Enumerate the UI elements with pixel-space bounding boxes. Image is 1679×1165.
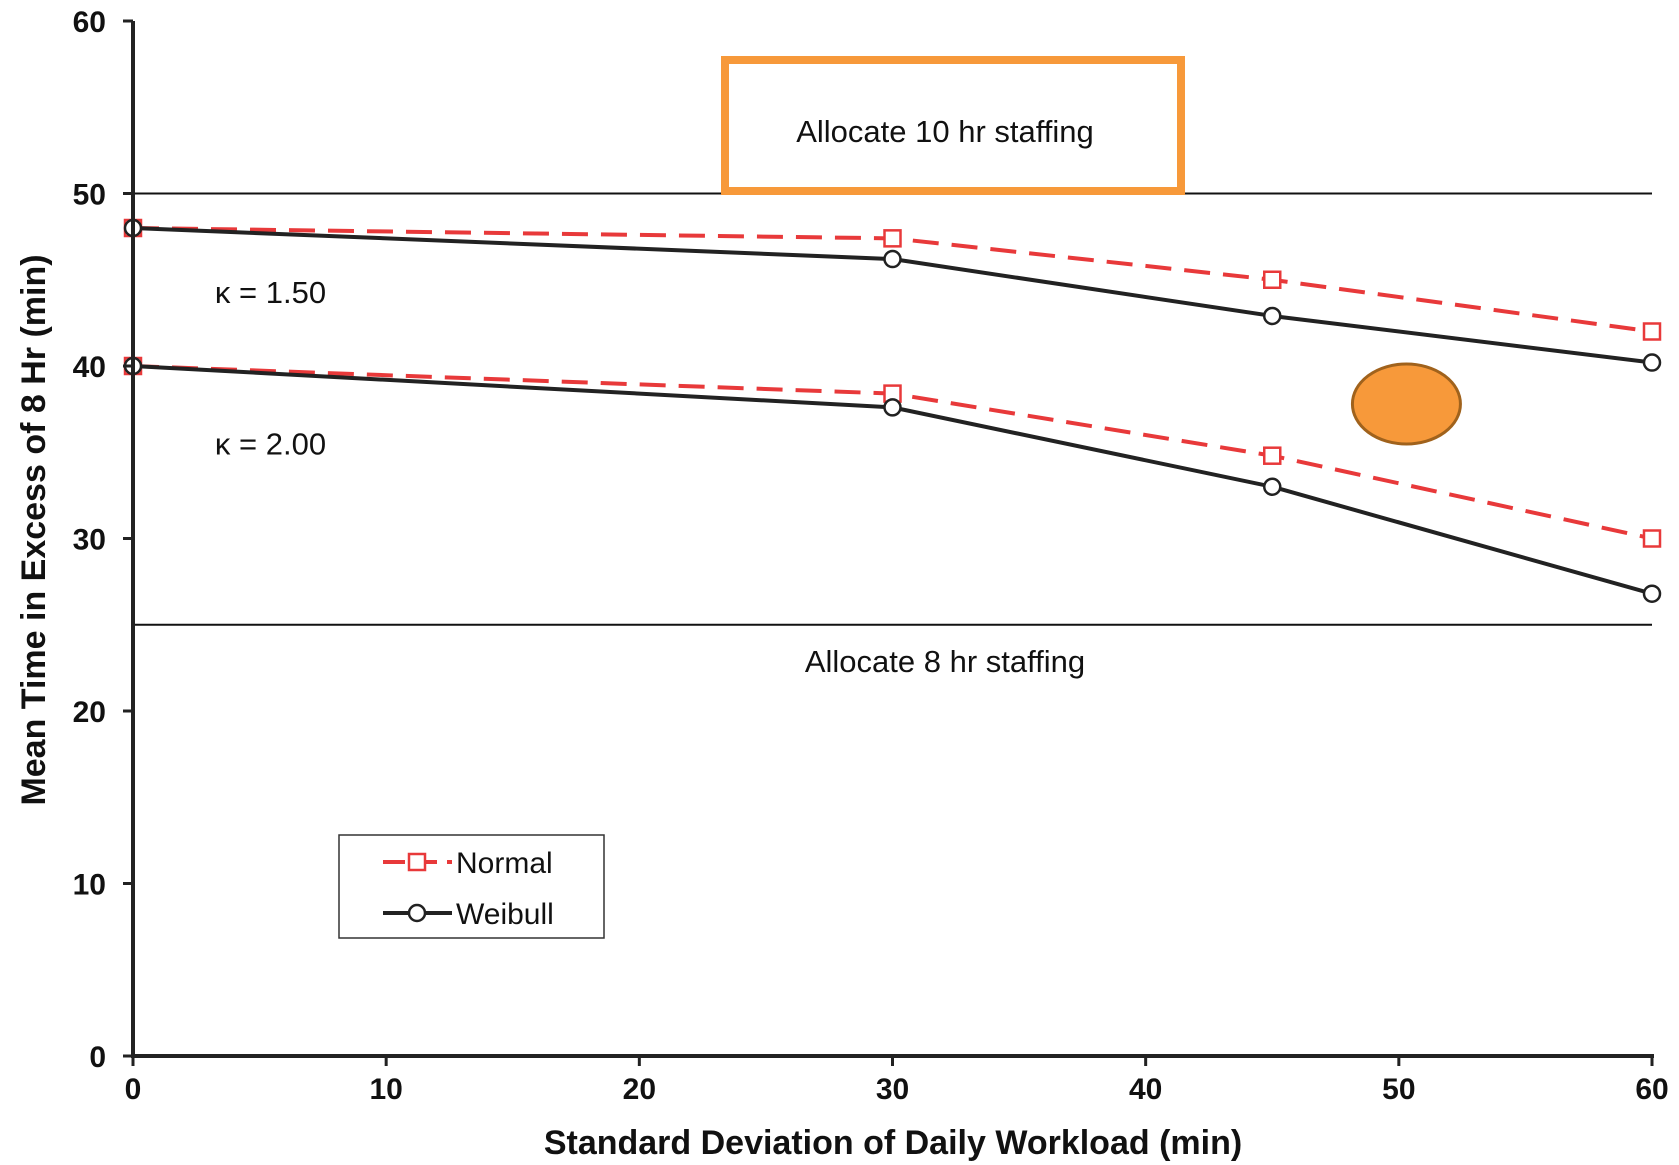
legend-label: Normal [456, 847, 553, 880]
reference-label-box [721, 56, 1185, 195]
data-point-square [1263, 446, 1282, 465]
legend: Normal Weibull [338, 834, 605, 939]
reference-label: Allocate 8 hr staffing [805, 644, 1085, 679]
y-axis-title: Mean Time in Excess of 8 Hr (min) [15, 254, 53, 805]
data-point-square [883, 229, 902, 248]
series-line [132, 364, 1653, 596]
y-tick-label: 60 [73, 6, 106, 39]
data-point-square [1263, 270, 1282, 289]
y-tick-label: 50 [73, 179, 106, 212]
x-tick-label: 20 [623, 1073, 656, 1106]
legend-marker [407, 903, 427, 923]
legend-item-normal: Normal [383, 847, 553, 880]
legend-item-weibull: Weibull [383, 898, 554, 931]
series-line [132, 364, 1653, 541]
legend-label: Weibull [456, 898, 554, 931]
series-weibull-3 [123, 356, 1662, 603]
tick-labels: 0 10 20 30 40 50 60 0 10 20 30 40 50 60 [73, 6, 1669, 1106]
annotations: κ = 1.50 κ = 2.00 [215, 275, 1462, 462]
legend-marker [407, 852, 427, 872]
data-point-circle [1263, 477, 1282, 496]
reference-label: Allocate 10 hr staffing [796, 114, 1094, 149]
data-point-square [1642, 529, 1662, 548]
x-tick-label: 10 [369, 1073, 402, 1106]
data-point-circle [1642, 353, 1662, 372]
reference-lines: Allocate 10 hr staffing Allocate 8 hr sta… [133, 56, 1652, 679]
series-line [132, 226, 1653, 365]
data-point-circle [1263, 306, 1282, 326]
x-tick-label: 0 [125, 1073, 142, 1106]
kappa-label: κ = 2.00 [215, 427, 326, 462]
x-tick-label: 40 [1129, 1073, 1162, 1106]
data-point-square [1642, 322, 1662, 341]
series-line [132, 226, 1653, 334]
kappa-label: κ = 1.50 [215, 275, 326, 310]
x-tick-label: 50 [1382, 1073, 1415, 1106]
y-tick-label: 10 [73, 869, 106, 902]
data-point-circle [883, 249, 902, 269]
y-tick-label: 20 [73, 696, 106, 729]
data-point-circle [883, 398, 902, 417]
legend-box [338, 834, 605, 939]
x-axis-title: Standard Deviation of Daily Workload (mi… [544, 1124, 1242, 1162]
y-tick-label: 0 [89, 1041, 106, 1074]
data-point-circle [1642, 584, 1662, 603]
x-tick-label: 60 [1635, 1073, 1668, 1106]
y-tick-label: 40 [73, 351, 106, 384]
x-tick-label: 30 [876, 1073, 909, 1106]
highlight-marker [1350, 362, 1462, 446]
y-tick-label: 30 [73, 524, 106, 557]
